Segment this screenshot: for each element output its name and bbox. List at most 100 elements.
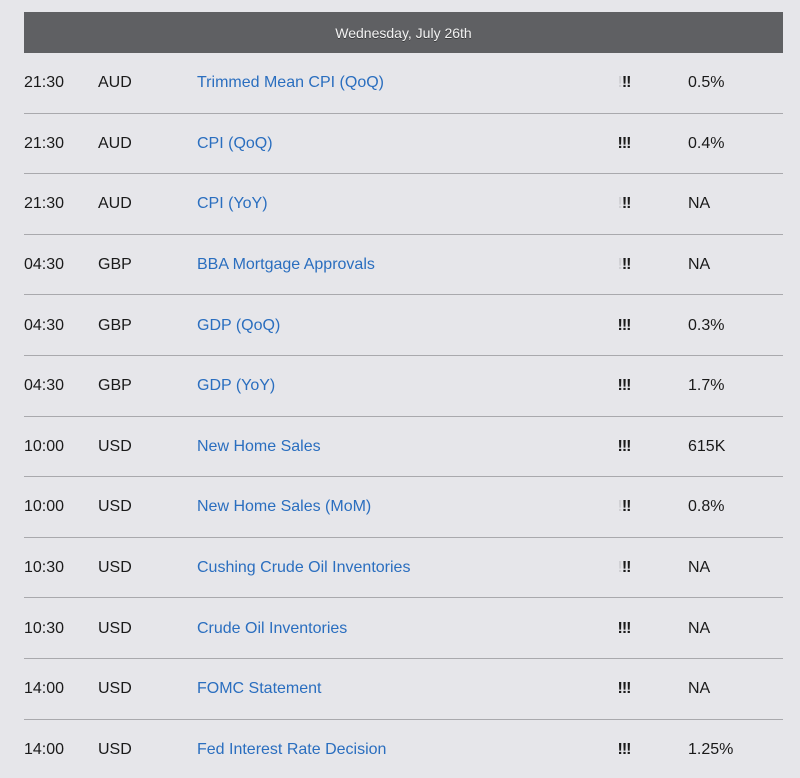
table-row: 14:00 USD Fed Interest Rate Decision!!! 1.2… [0, 720, 800, 778]
importance-indicator: !!! [609, 377, 639, 395]
event-currency: GBP [98, 316, 132, 334]
importance-mark: ! [621, 195, 627, 213]
event-time: 04:30 [24, 256, 65, 274]
event-value: 0.4% [688, 134, 725, 152]
event-currency: AUD [98, 195, 132, 213]
event-time: 04:30 [24, 316, 65, 334]
importance-indicator: !!! [609, 74, 639, 92]
event-time: 10:00 [24, 498, 65, 516]
importance-mark: ! [621, 74, 627, 92]
event-currency: USD [98, 619, 132, 637]
event-link[interactable]: Fed Interest Rate Decision [197, 740, 387, 758]
importance-mark: ! [621, 498, 627, 516]
event-link[interactable]: Trimmed Mean CPI (QoQ) [197, 74, 384, 92]
event-link[interactable]: GDP (YoY) [197, 377, 276, 395]
importance-mark: ! [626, 134, 631, 152]
event-link[interactable]: New Home Sales [197, 437, 321, 455]
table-row: 10:30 USD Crude Oil Inventories!!! NA [0, 598, 800, 659]
event-time: 10:00 [24, 437, 65, 455]
importance-mark: ! [617, 437, 623, 455]
table-row: 10:00 USD New Home Sales!!! 615K [0, 417, 800, 478]
importance-indicator: !!! [609, 620, 639, 638]
date-header: Wednesday, July 26th [24, 12, 783, 53]
table-row: 04:30 GBP BBA Mortgage Approvals!!! NA [0, 235, 800, 296]
event-link[interactable]: Cushing Crude Oil Inventories [197, 559, 411, 577]
importance-mark: ! [621, 740, 627, 758]
event-time: 10:30 [24, 619, 65, 637]
event-time: 21:30 [24, 195, 65, 213]
event-value: 0.3% [688, 316, 725, 334]
importance-mark: ! [617, 134, 623, 152]
importance-mark: ! [621, 377, 627, 395]
importance-mark: ! [626, 195, 631, 213]
importance-mark: ! [626, 256, 631, 274]
event-link[interactable]: CPI (YoY) [197, 195, 268, 213]
importance-indicator: !!! [609, 135, 639, 153]
event-value: 1.25% [688, 740, 734, 758]
event-link[interactable]: FOMC Statement [197, 680, 322, 698]
importance-mark: ! [617, 680, 623, 698]
table-row: 10:30 USD Cushing Crude Oil Inventories!!!… [0, 538, 800, 599]
event-currency: USD [98, 498, 132, 516]
importance-mark: ! [626, 316, 631, 334]
table-row: 21:30 AUD CPI (QoQ)!!! 0.4% [0, 114, 800, 175]
event-value: NA [688, 195, 711, 213]
event-currency: USD [98, 559, 132, 577]
importance-mark: ! [626, 680, 631, 698]
importance-mark: ! [617, 195, 623, 213]
table-row: 14:00 USD FOMC Statement!!! NA [0, 659, 800, 720]
importance-mark: ! [617, 74, 623, 92]
event-value: 1.7% [688, 377, 725, 395]
importance-indicator: !!! [609, 741, 639, 759]
importance-indicator: !!! [609, 317, 639, 335]
importance-indicator: !!! [609, 559, 639, 577]
importance-mark: ! [617, 498, 623, 516]
importance-mark: ! [626, 74, 631, 92]
event-link[interactable]: GDP (QoQ) [197, 316, 281, 334]
event-currency: USD [98, 740, 132, 758]
event-value: NA [688, 680, 711, 698]
table-row: 21:30 AUD Trimmed Mean CPI (QoQ)!!! 0.5% [0, 53, 800, 114]
event-value: 0.8% [688, 498, 725, 516]
table-row: 21:30 AUD CPI (YoY)!!! NA [0, 174, 800, 235]
importance-mark: ! [626, 498, 631, 516]
importance-mark: ! [621, 256, 627, 274]
event-link[interactable]: CPI (QoQ) [197, 134, 273, 152]
event-list: 21:30 AUD Trimmed Mean CPI (QoQ)!!! 0.5% 21:… [0, 53, 800, 778]
event-time: 14:00 [24, 740, 65, 758]
event-value: 0.5% [688, 74, 725, 92]
importance-mark: ! [621, 619, 627, 637]
event-link[interactable]: New Home Sales (MoM) [197, 498, 372, 516]
importance-indicator: !!! [609, 438, 639, 456]
event-time: 21:30 [24, 134, 65, 152]
importance-mark: ! [621, 437, 627, 455]
importance-mark: ! [626, 377, 631, 395]
importance-mark: ! [626, 437, 631, 455]
event-currency: USD [98, 680, 132, 698]
event-currency: AUD [98, 134, 132, 152]
importance-mark: ! [621, 134, 627, 152]
importance-indicator: !!! [609, 498, 639, 516]
event-link[interactable]: Crude Oil Inventories [197, 619, 348, 637]
event-link[interactable]: BBA Mortgage Approvals [197, 256, 375, 274]
importance-mark: ! [621, 680, 627, 698]
event-time: 10:30 [24, 559, 65, 577]
table-row: 04:30 GBP GDP (QoQ)!!! 0.3% [0, 295, 800, 356]
importance-mark: ! [621, 559, 627, 577]
event-value: NA [688, 619, 711, 637]
event-time: 04:30 [24, 377, 65, 395]
event-currency: USD [98, 437, 132, 455]
date-label: Wednesday, July 26th [335, 24, 472, 41]
importance-mark: ! [617, 740, 623, 758]
importance-indicator: !!! [609, 195, 639, 213]
table-row: 04:30 GBP GDP (YoY)!!! 1.7% [0, 356, 800, 417]
event-time: 14:00 [24, 680, 65, 698]
importance-mark: ! [626, 740, 631, 758]
importance-mark: ! [617, 377, 623, 395]
table-row: 10:00 USD New Home Sales (MoM)!!! 0.8% [0, 477, 800, 538]
event-value: NA [688, 256, 711, 274]
importance-mark: ! [621, 316, 627, 334]
importance-mark: ! [626, 559, 631, 577]
importance-indicator: !!! [609, 256, 639, 274]
